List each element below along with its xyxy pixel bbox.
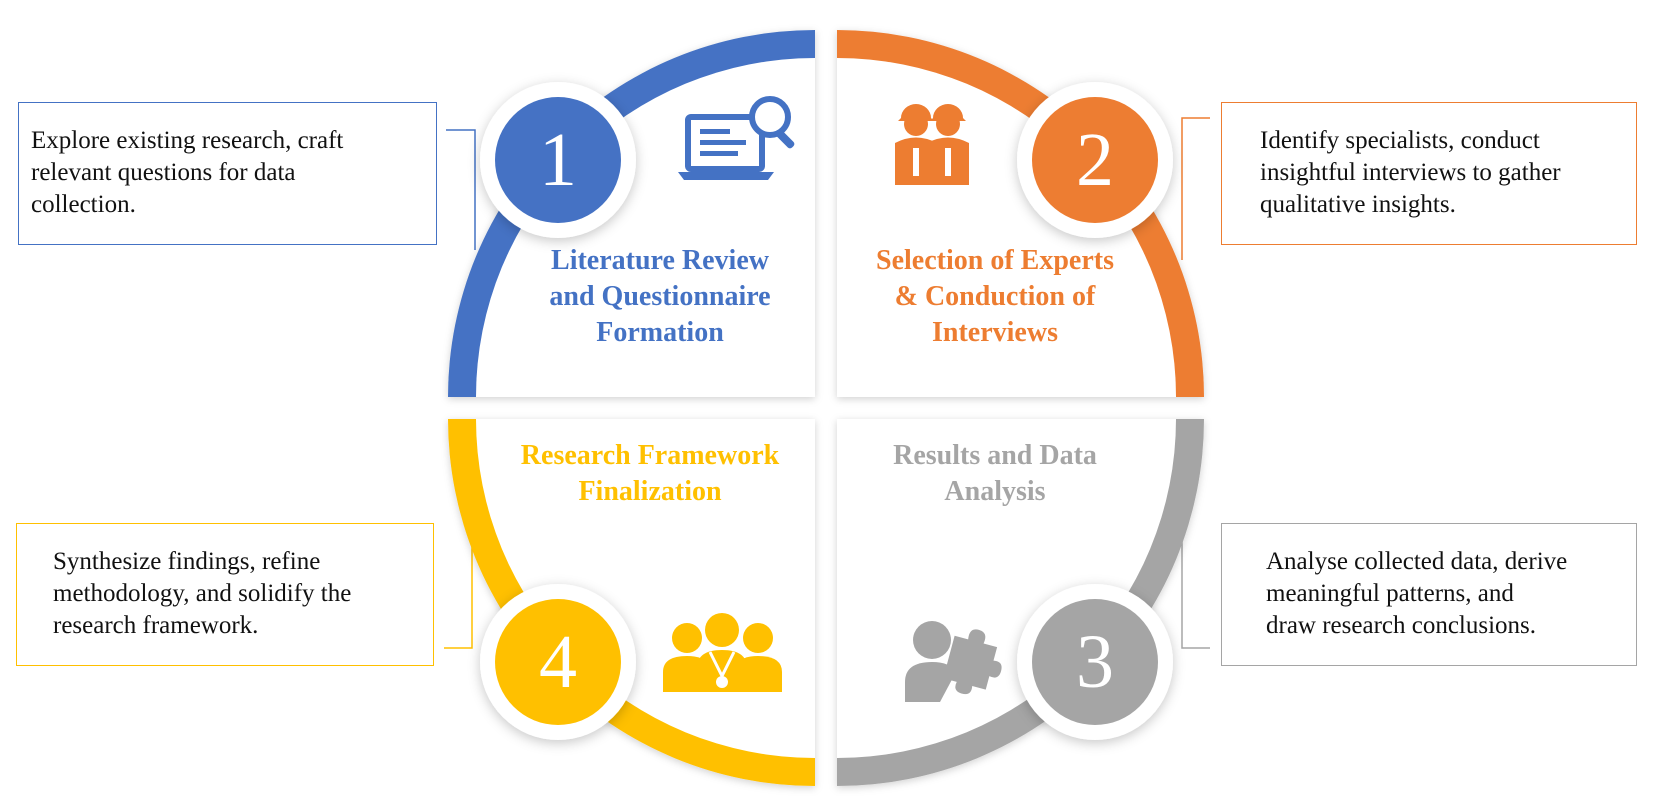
stage-3-number: 3: [1076, 620, 1114, 704]
stage-4-number: 4: [539, 620, 577, 704]
stage-4-title: Research Framework Finalization: [495, 438, 805, 510]
number-circle-4: [480, 584, 636, 740]
description-line: research framework.: [53, 612, 259, 639]
stage-4-title-line: Finalization: [578, 476, 722, 507]
number-circle-3: [1017, 584, 1173, 740]
stage-2-number: 2: [1076, 118, 1114, 202]
experts-icon: [895, 104, 969, 185]
description-line: relevant questions for data: [31, 159, 296, 186]
stage-1-title-line: Literature Review: [551, 245, 769, 276]
stage-2-title-line: Interviews: [932, 317, 1058, 348]
connector-3: [1181, 510, 1210, 649]
stage-3-description: Analyse collected data, derive meaningfu…: [1221, 523, 1637, 666]
stage-1-title-line: Formation: [596, 317, 724, 348]
number-circle-1: [480, 82, 636, 238]
description-line: Explore existing research, craft: [31, 127, 344, 154]
description-line: Synthesize findings, refine: [53, 548, 321, 575]
description-line: insightful interviews to gather: [1260, 159, 1561, 186]
stage-3-title: Results and Data Analysis: [850, 438, 1140, 510]
description-line: meaningful patterns, and: [1266, 580, 1514, 607]
description-line: Analyse collected data, derive: [1266, 548, 1568, 575]
stage-3-title-line: Analysis: [944, 476, 1046, 507]
stage-1-number: 1: [539, 118, 577, 202]
description-line: methodology, and solidify the: [53, 580, 352, 607]
stage-2-title: Selection of Experts & Conduction of Int…: [845, 243, 1145, 351]
stage-3-title-line: Results and Data: [893, 440, 1097, 471]
team-icon: [663, 613, 782, 692]
number-circle-2: [1017, 82, 1173, 238]
laptop-search-icon: [678, 96, 795, 180]
stage-1-description: Explore existing research, craft relevan…: [18, 102, 437, 245]
person-puzzle-icon: [905, 621, 1002, 702]
description-line: Identify specialists, conduct: [1260, 127, 1540, 154]
stage-2-description: Identify specialists, conduct insightful…: [1221, 102, 1637, 245]
connector-4: [444, 520, 473, 649]
description-line: collection.: [31, 191, 136, 218]
stage-1-title-line: and Questionnaire: [549, 281, 771, 312]
connector-2: [1181, 117, 1210, 260]
stage-2-title-line: Selection of Experts: [876, 245, 1114, 276]
stage-4-description: Synthesize findings, refine methodology,…: [16, 523, 434, 666]
stage-2-title-line: & Conduction of: [894, 281, 1096, 312]
stage-4-title-line: Research Framework: [520, 440, 780, 471]
description-line: qualitative insights.: [1260, 191, 1456, 218]
description-line: draw research conclusions.: [1266, 612, 1537, 639]
stage-1-title: Literature Review and Questionnaire Form…: [520, 243, 800, 351]
connector-1: [446, 129, 476, 250]
